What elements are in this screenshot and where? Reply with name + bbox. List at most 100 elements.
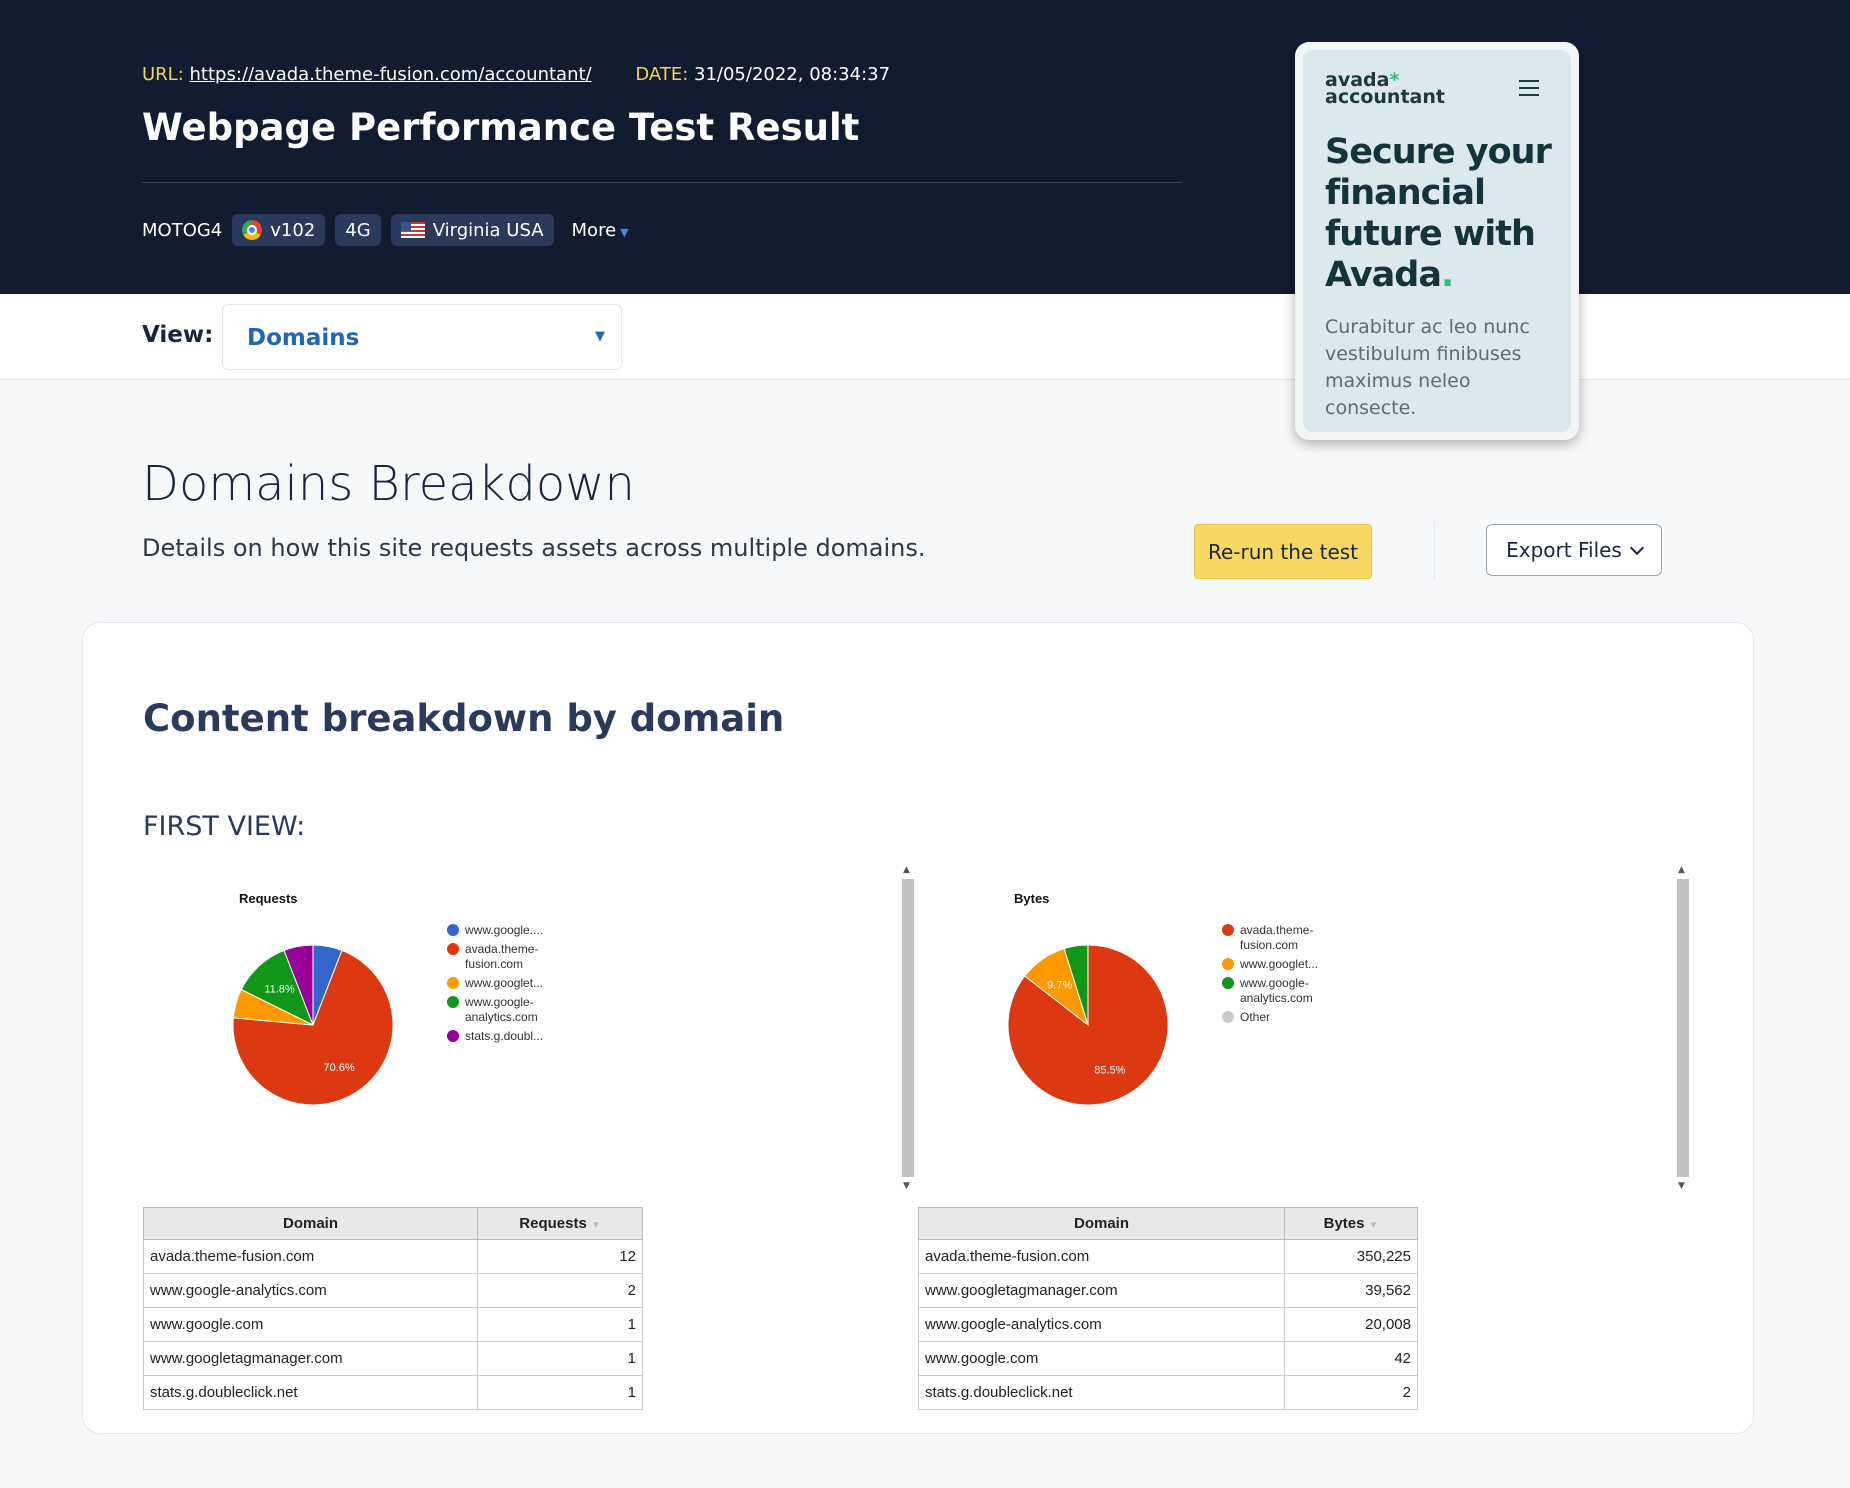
bytes-table: Domain Bytes ▼ avada.theme-fusion.com 350,… [918,1207,1418,1410]
legend-label: www.google- analytics.com [1240,976,1313,1005]
table-row[interactable]: www.googletagmanager.com 39,562 [918,1273,1418,1308]
view-select[interactable]: Domains ▼ [222,304,622,370]
legend-swatch [1222,977,1234,989]
column-header-domain[interactable]: Domain [918,1207,1285,1240]
table-row[interactable]: stats.g.doubleclick.net 1 [143,1375,643,1410]
test-config: MOTOG4 v102 4G Virginia USA More ▼ [142,214,629,246]
chrome-icon [242,220,263,240]
legend-swatch [447,943,459,955]
value-cell: 20,008 [1284,1307,1418,1342]
table-row[interactable]: www.googletagmanager.com 1 [143,1341,643,1376]
chart-scrollbar[interactable]: ▲ ▼ [900,863,916,1193]
more-button[interactable]: More ▼ [572,220,629,241]
view-label: View: [142,322,214,348]
mobile-screenshot-preview: avada* accountant Secure your financial … [1295,42,1579,440]
tested-url-link[interactable]: https://avada.theme-fusion.com/accountan… [189,64,592,85]
domain-cell: avada.theme-fusion.com [143,1239,478,1274]
first-view-heading: FIRST VIEW: [143,811,306,842]
connection-label: 4G [345,219,371,241]
export-label: Export Files [1506,538,1622,562]
legend-swatch [1222,924,1234,936]
us-flag-icon [400,222,425,238]
legend-entry[interactable]: www.google- analytics.com [447,995,549,1025]
table-row[interactable]: www.google-analytics.com 20,008 [918,1307,1418,1342]
legend-label: avada.theme- fusion.com [465,942,539,971]
divider [1434,522,1435,580]
domain-cell: www.google-analytics.com [143,1273,478,1308]
legend-entry[interactable]: avada.theme- fusion.com [447,942,549,972]
column-header-bytes[interactable]: Bytes ▼ [1284,1207,1418,1240]
domain-cell: stats.g.doubleclick.net [918,1375,1285,1410]
table-row[interactable]: avada.theme-fusion.com 350,225 [918,1239,1418,1274]
legend-label: www.googlet... [465,976,544,990]
legend-swatch [1222,1011,1234,1023]
pie-slice[interactable] [283,944,314,1026]
section-title: Domains Breakdown [142,456,635,512]
legend-label: www.google- analytics.com [465,995,538,1024]
pie-data-label: 85.5% [1094,1065,1125,1077]
domain-cell: stats.g.doubleclick.net [143,1375,478,1410]
chart-scrollbar[interactable]: ▲ ▼ [1675,863,1691,1193]
legend-entry[interactable]: stats.g.doubl... [447,1029,549,1044]
column-header-requests[interactable]: Requests ▼ [477,1207,643,1240]
scroll-down-icon[interactable]: ▼ [903,1181,910,1191]
table-row[interactable]: www.google.com 1 [143,1307,643,1342]
scroll-up-icon[interactable]: ▲ [903,865,910,875]
scrollbar-thumb[interactable] [1677,879,1689,1177]
export-files-button[interactable]: Export Files [1486,524,1662,576]
bytes-legend: avada.theme- fusion.com www.googlet... www… [1222,923,1324,1029]
avada-accountant-logo: avada* accountant [1325,69,1445,108]
scroll-down-icon[interactable]: ▼ [1678,1181,1685,1191]
bytes-pie-chart: 9.7% 85.5% [1007,944,1169,1106]
scrollbar-thumb[interactable] [902,879,914,1177]
legend-swatch [1222,958,1234,970]
legend-label: www.google.... [465,923,544,937]
legend-swatch [447,996,459,1008]
legend-entry[interactable]: www.google- analytics.com [1222,976,1324,1006]
bytes-chart-title: Bytes [1014,891,1050,906]
hamburger-menu-icon[interactable] [1519,80,1539,101]
legend-entry[interactable]: www.googlet... [447,976,549,991]
domain-cell: www.google.com [143,1307,478,1342]
section-subtitle: Details on how this site requests assets… [142,534,926,562]
value-cell: 12 [477,1239,643,1274]
column-header-domain[interactable]: Domain [143,1207,478,1240]
requests-chart-title: Requests [239,891,298,906]
value-cell: 1 [477,1307,643,1342]
mobile-page: avada* accountant Secure your financial … [1303,50,1571,432]
legend-entry[interactable]: www.google.... [447,923,549,938]
table-row[interactable]: www.google-analytics.com 2 [143,1273,643,1308]
scroll-up-icon[interactable]: ▲ [1678,865,1685,875]
sort-icon: ▼ [590,1220,601,1231]
view-selected-value: Domains [247,325,360,351]
value-cell: 39,562 [1284,1273,1418,1308]
legend-entry[interactable]: www.googlet... [1222,957,1324,972]
domain-cell: www.googletagmanager.com [143,1341,478,1376]
connection-tag: 4G [335,214,381,246]
caret-down-icon: ▼ [620,225,629,239]
legend-label: avada.theme- fusion.com [1240,923,1314,952]
legend-swatch [447,924,459,936]
table-row[interactable]: stats.g.doubleclick.net 2 [918,1375,1418,1410]
pie-slice[interactable] [232,949,394,1106]
pie-data-label: 11.8% [264,983,295,995]
value-cell: 2 [477,1273,643,1308]
rerun-test-button[interactable]: Re-run the test [1194,524,1372,579]
hero-heading: Secure your financial future with Avada. [1325,132,1552,295]
page-title: Webpage Performance Test Result [142,106,860,149]
requests-table: Domain Requests ▼ avada.theme-fusion.com 1… [143,1207,643,1410]
legend-entry[interactable]: avada.theme- fusion.com [1222,923,1324,953]
value-cell: 2 [1284,1375,1418,1410]
caret-down-icon: ▼ [595,329,605,344]
value-cell: 350,225 [1284,1239,1418,1274]
location-tag: Virginia USA [390,214,554,246]
legend-label: www.googlet... [1240,957,1319,971]
hero-subtext: Curabitur ac leo nunc vestibulum finibus… [1325,316,1530,419]
table-row[interactable]: avada.theme-fusion.com 12 [143,1239,643,1274]
browser-version: v102 [270,219,316,241]
location-label: Virginia USA [432,219,544,241]
card-title: Content breakdown by domain [143,697,785,740]
browser-tag: v102 [232,214,326,246]
table-row[interactable]: www.google.com 42 [918,1341,1418,1376]
legend-entry[interactable]: Other [1222,1010,1324,1025]
